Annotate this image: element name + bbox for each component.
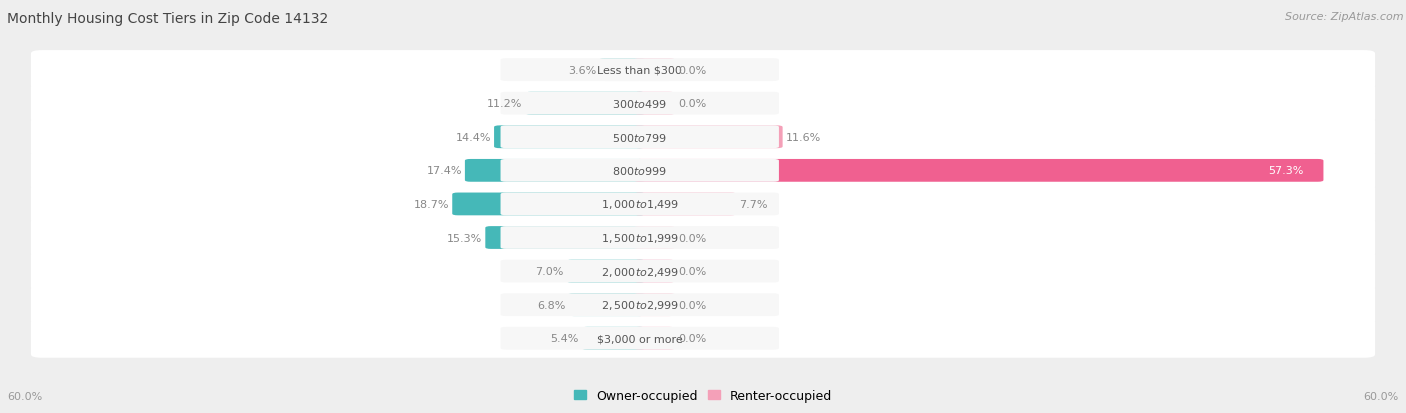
FancyBboxPatch shape — [501, 294, 779, 316]
FancyBboxPatch shape — [634, 59, 675, 82]
Text: 7.0%: 7.0% — [534, 266, 564, 276]
Text: 60.0%: 60.0% — [1364, 392, 1399, 401]
Text: $1,500 to $1,999: $1,500 to $1,999 — [600, 231, 679, 244]
Text: 7.7%: 7.7% — [740, 199, 768, 209]
Text: $500 to $799: $500 to $799 — [612, 131, 668, 143]
Text: Less than $300: Less than $300 — [598, 65, 682, 76]
Text: $300 to $499: $300 to $499 — [612, 98, 668, 110]
Text: 15.3%: 15.3% — [447, 233, 482, 243]
Text: 0.0%: 0.0% — [678, 99, 706, 109]
FancyBboxPatch shape — [31, 152, 1375, 190]
Text: Monthly Housing Cost Tiers in Zip Code 14132: Monthly Housing Cost Tiers in Zip Code 1… — [7, 12, 328, 26]
Text: $800 to $999: $800 to $999 — [612, 165, 668, 177]
FancyBboxPatch shape — [634, 126, 783, 149]
Text: 0.0%: 0.0% — [678, 300, 706, 310]
FancyBboxPatch shape — [634, 260, 675, 283]
Text: $3,000 or more: $3,000 or more — [598, 333, 682, 344]
FancyBboxPatch shape — [501, 260, 779, 283]
Text: 14.4%: 14.4% — [456, 133, 491, 142]
FancyBboxPatch shape — [634, 93, 675, 115]
FancyBboxPatch shape — [567, 260, 645, 283]
Text: 60.0%: 60.0% — [7, 392, 42, 401]
FancyBboxPatch shape — [31, 51, 1375, 90]
FancyBboxPatch shape — [501, 193, 779, 216]
FancyBboxPatch shape — [568, 294, 645, 316]
FancyBboxPatch shape — [485, 227, 645, 249]
Text: $2,500 to $2,999: $2,500 to $2,999 — [600, 299, 679, 311]
Text: 0.0%: 0.0% — [678, 65, 706, 76]
FancyBboxPatch shape — [634, 227, 675, 249]
Text: 17.4%: 17.4% — [426, 166, 463, 176]
FancyBboxPatch shape — [634, 193, 737, 216]
FancyBboxPatch shape — [31, 185, 1375, 224]
FancyBboxPatch shape — [31, 218, 1375, 257]
Legend: Owner-occupied, Renter-occupied: Owner-occupied, Renter-occupied — [568, 384, 838, 407]
FancyBboxPatch shape — [31, 118, 1375, 157]
FancyBboxPatch shape — [31, 252, 1375, 291]
Text: $2,000 to $2,499: $2,000 to $2,499 — [600, 265, 679, 278]
FancyBboxPatch shape — [31, 285, 1375, 324]
FancyBboxPatch shape — [599, 59, 645, 82]
FancyBboxPatch shape — [501, 59, 779, 82]
Text: Source: ZipAtlas.com: Source: ZipAtlas.com — [1285, 12, 1403, 22]
FancyBboxPatch shape — [582, 327, 645, 350]
Text: 11.2%: 11.2% — [486, 99, 523, 109]
FancyBboxPatch shape — [501, 126, 779, 149]
Text: 57.3%: 57.3% — [1268, 166, 1303, 176]
FancyBboxPatch shape — [526, 93, 645, 115]
FancyBboxPatch shape — [31, 319, 1375, 358]
Text: 3.6%: 3.6% — [568, 65, 596, 76]
FancyBboxPatch shape — [634, 159, 1323, 182]
Text: 6.8%: 6.8% — [537, 300, 565, 310]
FancyBboxPatch shape — [634, 327, 675, 350]
FancyBboxPatch shape — [465, 159, 645, 182]
FancyBboxPatch shape — [501, 227, 779, 249]
Text: 0.0%: 0.0% — [678, 233, 706, 243]
Text: 18.7%: 18.7% — [413, 199, 450, 209]
FancyBboxPatch shape — [634, 294, 675, 316]
Text: 5.4%: 5.4% — [550, 333, 579, 344]
Text: 0.0%: 0.0% — [678, 266, 706, 276]
FancyBboxPatch shape — [501, 327, 779, 350]
FancyBboxPatch shape — [31, 85, 1375, 123]
Text: 0.0%: 0.0% — [678, 333, 706, 344]
FancyBboxPatch shape — [501, 93, 779, 115]
FancyBboxPatch shape — [453, 193, 645, 216]
FancyBboxPatch shape — [501, 159, 779, 182]
FancyBboxPatch shape — [494, 126, 645, 149]
Text: 11.6%: 11.6% — [786, 133, 821, 142]
Text: $1,000 to $1,499: $1,000 to $1,499 — [600, 198, 679, 211]
